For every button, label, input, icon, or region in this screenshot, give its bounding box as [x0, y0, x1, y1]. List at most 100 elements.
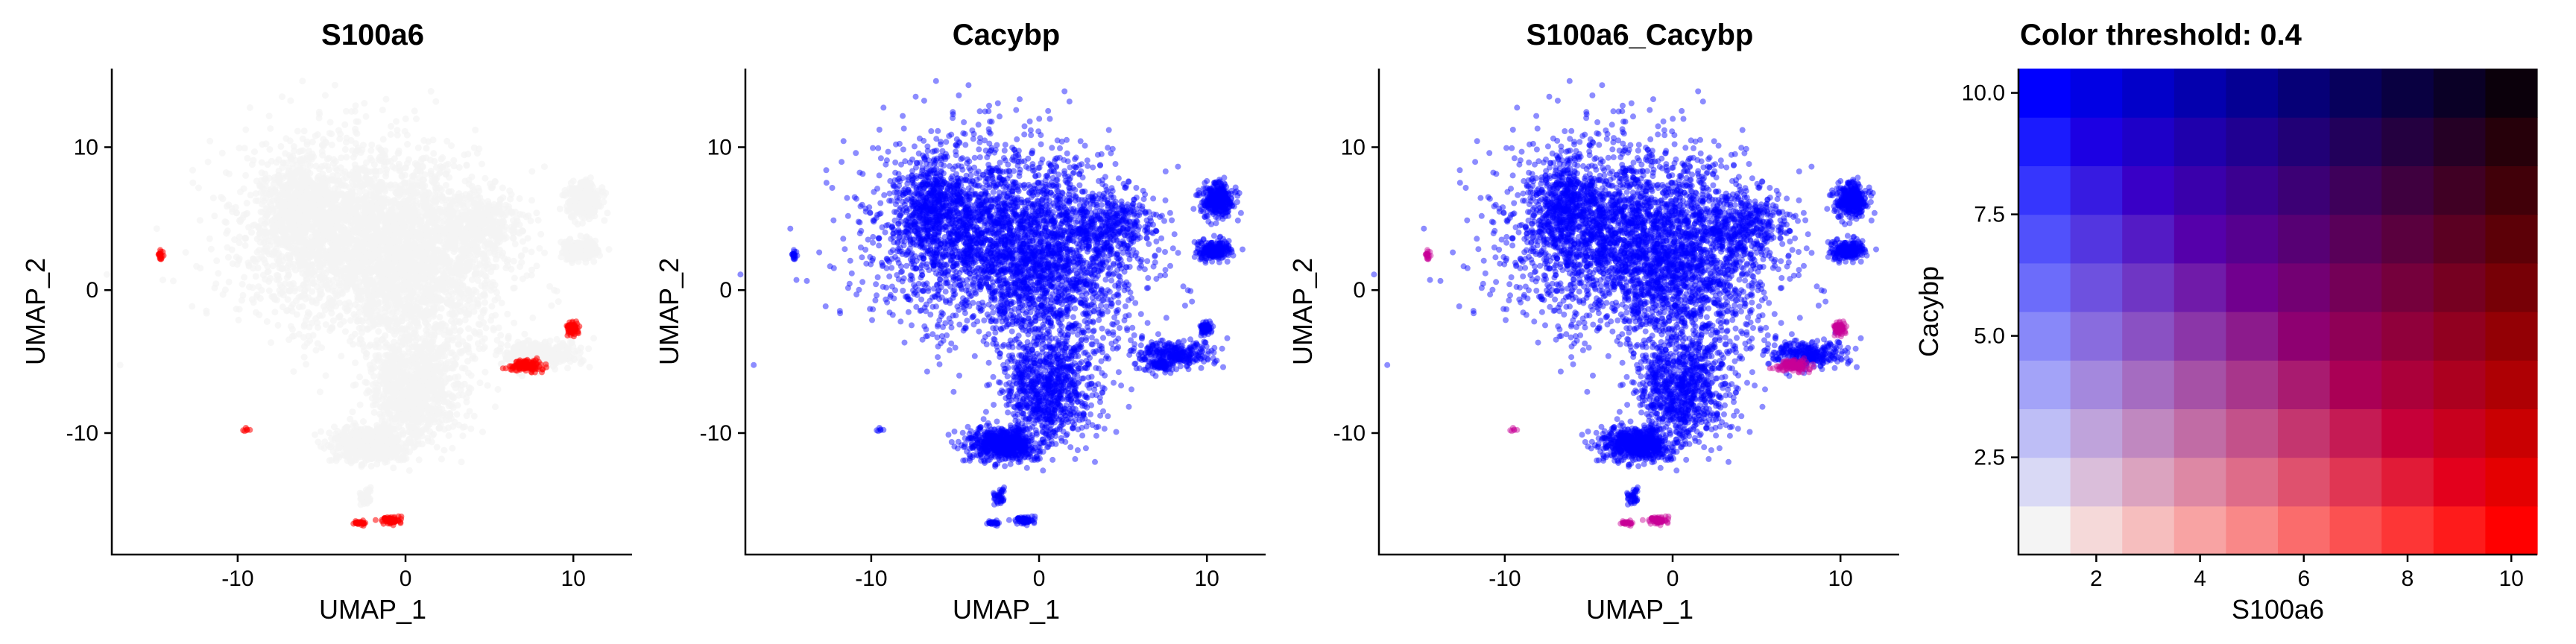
point — [287, 97, 294, 104]
point — [474, 300, 482, 307]
points-s100a6 — [103, 78, 613, 529]
point — [242, 171, 250, 179]
point — [204, 158, 212, 165]
point — [249, 284, 256, 291]
point — [455, 373, 462, 380]
point — [487, 317, 494, 324]
point — [206, 137, 214, 145]
point — [489, 279, 496, 286]
point — [213, 257, 221, 265]
point — [261, 239, 268, 246]
point — [182, 249, 189, 256]
point — [467, 425, 475, 432]
point — [285, 287, 293, 294]
point — [472, 126, 479, 133]
point — [299, 303, 306, 310]
point — [390, 464, 397, 472]
point — [367, 147, 375, 154]
point — [293, 311, 300, 318]
point — [463, 161, 470, 168]
point — [203, 307, 210, 315]
point — [392, 415, 399, 423]
point — [338, 353, 345, 360]
point — [274, 321, 282, 329]
point — [248, 296, 256, 303]
point — [370, 161, 378, 168]
point — [390, 356, 397, 363]
point — [448, 318, 455, 325]
point — [413, 116, 420, 122]
point — [413, 202, 420, 209]
point — [492, 403, 499, 411]
point — [367, 462, 375, 470]
point — [300, 127, 308, 135]
point — [170, 277, 177, 285]
point — [586, 364, 593, 370]
point — [533, 209, 540, 217]
point — [218, 194, 225, 201]
point — [279, 93, 285, 101]
point — [604, 209, 611, 217]
point — [448, 303, 455, 310]
point — [390, 309, 397, 316]
point — [265, 287, 273, 294]
point — [516, 195, 523, 202]
point — [388, 122, 394, 130]
point — [341, 121, 349, 128]
point — [368, 141, 376, 148]
point — [153, 225, 160, 233]
point — [195, 184, 202, 192]
point — [247, 192, 254, 199]
point — [499, 184, 506, 192]
point — [254, 264, 262, 271]
panel-1-title: S100a6 — [321, 19, 424, 51]
point — [465, 325, 472, 332]
point — [291, 266, 299, 274]
point — [253, 177, 260, 185]
point — [529, 314, 537, 321]
point — [235, 316, 242, 323]
point — [493, 288, 500, 296]
point — [322, 372, 329, 379]
point — [193, 262, 201, 270]
point — [556, 205, 564, 212]
point — [402, 115, 409, 122]
point — [442, 170, 449, 177]
point — [511, 274, 518, 282]
point — [394, 127, 401, 134]
point — [393, 118, 400, 125]
point — [271, 309, 279, 316]
point — [438, 155, 445, 162]
point — [243, 200, 250, 206]
point — [511, 240, 519, 247]
point — [316, 312, 323, 319]
point — [325, 166, 332, 174]
point — [482, 174, 489, 182]
point — [427, 88, 435, 95]
point — [498, 300, 505, 306]
point — [299, 78, 306, 85]
point — [438, 455, 445, 463]
point — [360, 418, 367, 425]
point — [241, 145, 248, 152]
point — [370, 408, 378, 416]
point — [471, 256, 479, 264]
point — [510, 257, 517, 265]
point — [367, 154, 374, 162]
point — [517, 253, 525, 260]
point — [341, 145, 349, 153]
point — [236, 255, 243, 262]
point — [379, 107, 386, 114]
point — [444, 359, 452, 366]
point — [275, 250, 282, 257]
point — [344, 307, 350, 315]
point — [341, 328, 349, 335]
point — [303, 361, 309, 368]
point — [461, 423, 468, 431]
point — [286, 137, 294, 145]
point — [461, 364, 469, 372]
point — [242, 235, 250, 242]
point — [356, 401, 364, 408]
